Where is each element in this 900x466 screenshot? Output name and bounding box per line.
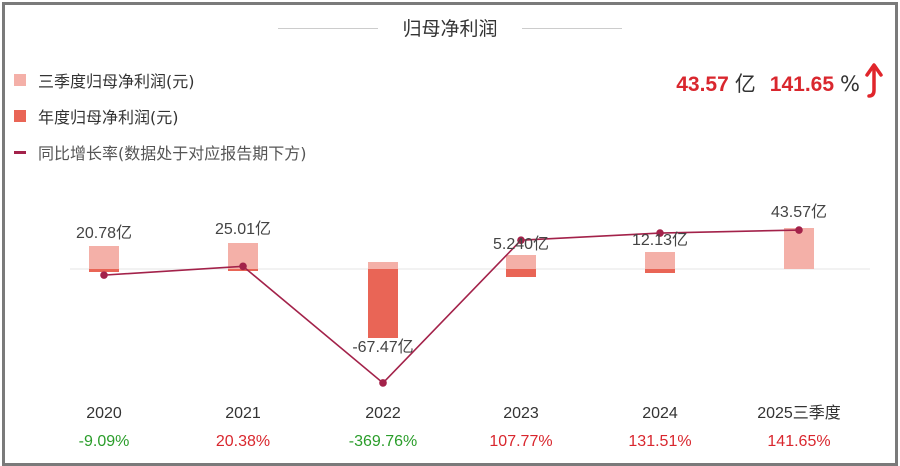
q3-bar	[89, 246, 119, 269]
legend-label: 同比增长率(数据处于对应报告期下方)	[38, 144, 307, 163]
annual-bar	[645, 269, 675, 273]
legend-label: 年度归母净利润(元)	[38, 108, 179, 127]
kpi-value: 43.57	[676, 73, 729, 96]
value-label: -67.47亿	[352, 338, 413, 356]
growth-point	[795, 226, 803, 234]
x-tick-label: 2021	[225, 405, 261, 422]
kpi-growth-unit: %	[840, 72, 860, 96]
chart-title: 归母净利润	[402, 18, 498, 40]
x-tick-label: 2023	[503, 405, 539, 422]
kpi-summary: 43.57 亿 141.65 %	[676, 68, 860, 98]
growth-line	[103, 229, 800, 385]
growth-label: 20.38%	[216, 433, 270, 450]
annual-bar	[368, 269, 398, 338]
annual-bar	[89, 269, 119, 272]
legend-swatch-growth	[14, 150, 26, 154]
value-label: 43.57亿	[771, 203, 827, 221]
growth-label: -369.76%	[349, 433, 418, 450]
legend-swatch-q3	[14, 74, 26, 86]
legend-item-annual[interactable]: 年度归母净利润(元)	[14, 104, 179, 128]
title-divider-right	[522, 28, 622, 29]
annual-bar	[506, 269, 536, 277]
value-label: 5.240亿	[493, 235, 549, 253]
growth-point	[517, 236, 525, 244]
growth-label: 141.65%	[767, 433, 830, 450]
x-tick-label: 2022	[365, 405, 401, 422]
value-label: 25.01亿	[215, 220, 271, 238]
x-tick-label: 2020	[86, 405, 122, 422]
growth-point	[379, 379, 387, 387]
value-label: 12.13亿	[632, 231, 688, 249]
growth-label: 107.77%	[489, 433, 552, 450]
q3-bar	[784, 228, 814, 269]
growth-point	[100, 271, 108, 279]
q3-bar	[368, 262, 398, 269]
legend-item-growth[interactable]: 同比增长率(数据处于对应报告期下方)	[14, 140, 307, 164]
legend-label: 三季度归母净利润(元)	[38, 72, 195, 91]
x-tick-label: 2024	[642, 405, 678, 422]
title-divider-left	[278, 28, 378, 29]
growth-label: -9.09%	[79, 433, 130, 450]
kpi-growth: 141.65	[769, 73, 835, 96]
kpi-value-unit: 亿	[734, 72, 756, 96]
q3-bar	[506, 255, 536, 269]
legend-item-q3[interactable]: 三季度归母净利润(元)	[14, 68, 195, 92]
growth-label: 131.51%	[628, 433, 691, 450]
q3-bar	[645, 252, 675, 269]
value-label: 20.78亿	[76, 224, 132, 242]
legend-swatch-annual	[14, 110, 26, 122]
x-tick-label: 2025三季度	[757, 404, 841, 422]
growth-point	[239, 262, 247, 271]
growth-point	[656, 229, 664, 237]
arrow-up-icon	[865, 63, 883, 98]
